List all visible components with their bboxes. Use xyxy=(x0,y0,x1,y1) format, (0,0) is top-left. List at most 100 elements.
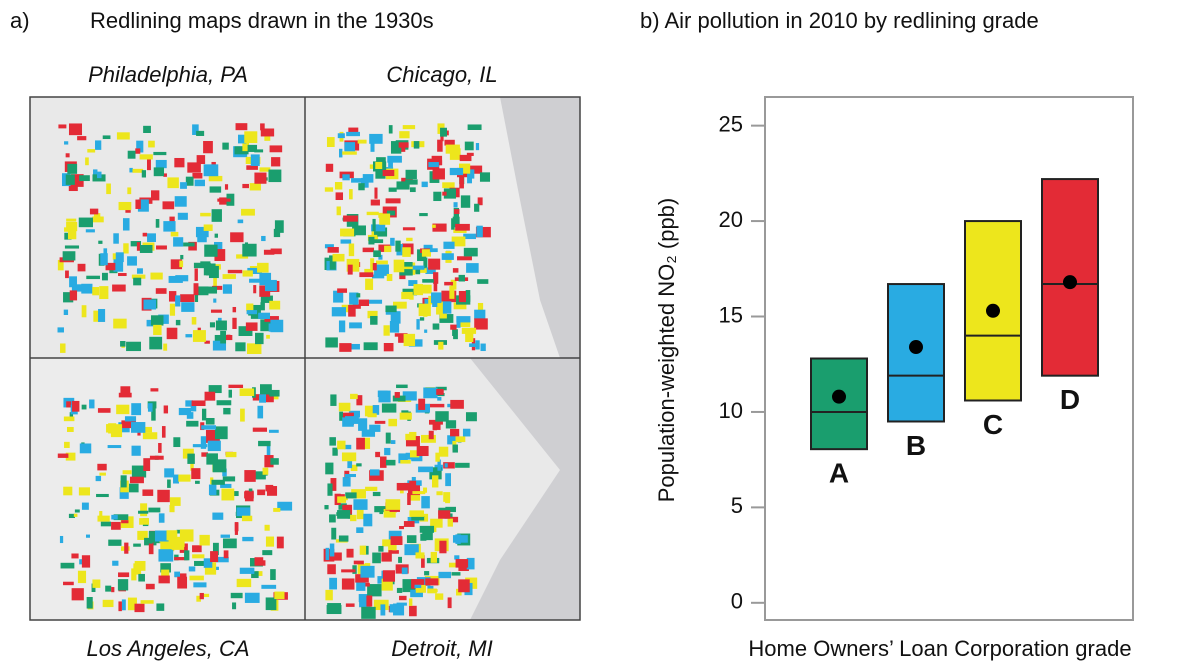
map-patch xyxy=(147,403,153,412)
map-patch xyxy=(258,312,271,320)
map-patch xyxy=(150,272,163,280)
map-patch xyxy=(462,428,471,437)
map-patch xyxy=(394,392,400,398)
map-patch xyxy=(111,514,118,520)
map-patch xyxy=(422,532,433,541)
map-patch xyxy=(386,273,393,282)
y-tick-label: 0 xyxy=(731,589,743,614)
map-patch xyxy=(200,261,211,268)
map-patch xyxy=(240,408,245,422)
map-patch xyxy=(206,453,218,465)
map-patch xyxy=(452,268,459,273)
map-patch xyxy=(158,575,170,584)
map-patch xyxy=(270,248,282,255)
map-patch xyxy=(257,262,269,273)
map-patch xyxy=(412,491,426,495)
map-patch xyxy=(192,330,206,342)
map-patch xyxy=(126,341,142,352)
map-patch xyxy=(264,279,277,292)
map-patch xyxy=(405,436,420,447)
map-patch xyxy=(224,184,229,190)
map-patch xyxy=(200,436,207,449)
map-patch xyxy=(396,482,411,491)
map-patch xyxy=(441,253,454,260)
map-patch xyxy=(131,568,137,581)
map-patch xyxy=(192,444,208,448)
map-patch xyxy=(180,182,187,189)
map-patch xyxy=(110,424,123,438)
map-patch xyxy=(430,518,443,528)
map-patch xyxy=(261,584,277,589)
map-patch xyxy=(124,416,137,422)
map-patch xyxy=(194,286,209,296)
map-patch xyxy=(356,293,361,298)
map-patch xyxy=(357,139,367,144)
map-patch xyxy=(146,157,151,171)
map-patch xyxy=(153,324,162,336)
map-patch xyxy=(329,258,336,270)
map-patch xyxy=(100,521,111,527)
map-patch xyxy=(142,232,148,237)
map-patch xyxy=(408,280,418,286)
panel-label: a) xyxy=(10,8,30,33)
map-patch xyxy=(247,144,258,152)
map-patch xyxy=(477,279,489,284)
map-patch xyxy=(191,400,206,407)
map-patch xyxy=(168,291,177,302)
map-patch xyxy=(460,195,471,208)
map-patch xyxy=(195,480,200,484)
map-patch xyxy=(427,588,437,594)
map-patch xyxy=(433,272,439,284)
map-patch xyxy=(371,224,386,232)
map-patch xyxy=(138,510,149,514)
map-patch xyxy=(92,216,104,223)
map-patch xyxy=(439,314,454,323)
map-patch xyxy=(326,137,335,148)
map-patch xyxy=(194,179,205,187)
map-patch xyxy=(383,508,396,518)
map-patch xyxy=(435,411,449,422)
map-patch xyxy=(116,132,130,140)
map-patch xyxy=(259,394,266,403)
map-patch xyxy=(239,567,255,574)
map-patch xyxy=(97,463,107,471)
map-patch xyxy=(164,468,175,478)
map-patch xyxy=(169,303,176,316)
map-patch xyxy=(99,286,109,300)
map-patch xyxy=(214,334,225,344)
map-patch xyxy=(100,253,108,266)
map-patch xyxy=(238,326,253,337)
map-patch xyxy=(230,232,244,243)
map-patch xyxy=(244,131,258,144)
map-patch xyxy=(337,496,347,503)
map-patch xyxy=(371,239,384,244)
map-patch xyxy=(179,260,184,268)
map-patch xyxy=(277,501,293,511)
map-patch xyxy=(418,303,431,317)
map-patch xyxy=(105,262,116,271)
map-patch xyxy=(77,263,86,272)
map-patch xyxy=(131,274,146,279)
map-patch xyxy=(261,235,266,242)
map-patch xyxy=(363,513,373,527)
map-patch xyxy=(416,319,420,330)
map-patch xyxy=(260,123,265,131)
map-patch xyxy=(106,424,110,433)
map-patch xyxy=(424,571,430,576)
map-patch xyxy=(454,209,460,214)
map-patch xyxy=(265,536,275,547)
map-patch xyxy=(151,408,156,421)
map-patch xyxy=(443,188,456,199)
map-patch xyxy=(170,259,183,270)
x-tick-label: C xyxy=(983,409,1003,440)
map-patch xyxy=(150,388,159,392)
map-patch xyxy=(222,142,229,150)
map-patch xyxy=(381,552,392,562)
map-patch xyxy=(346,548,354,558)
map-patch xyxy=(158,513,165,523)
y-tick-label: 5 xyxy=(731,493,743,518)
map-label: Chicago, IL xyxy=(386,62,497,87)
map-patch xyxy=(324,244,334,249)
map-patch xyxy=(138,573,145,582)
map-patch xyxy=(92,287,100,296)
